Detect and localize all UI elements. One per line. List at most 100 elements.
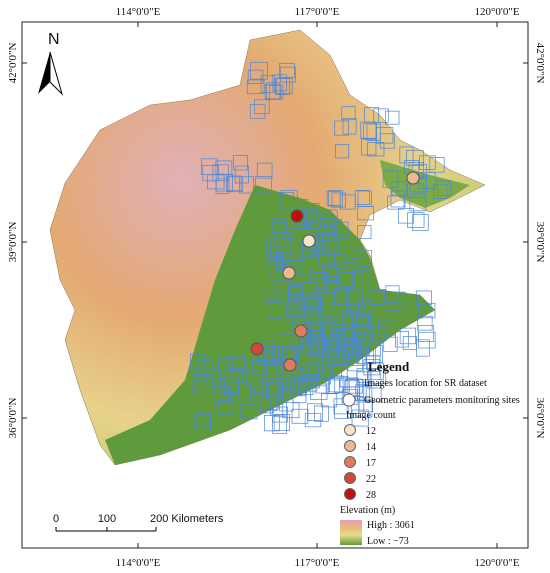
footprint [307, 322, 325, 338]
count-label: 28 [366, 490, 376, 501]
footprint [399, 327, 417, 345]
footprint [334, 120, 349, 136]
footprint [214, 386, 231, 402]
footprint [323, 218, 338, 233]
footprint [218, 358, 233, 375]
footprint [305, 203, 320, 221]
footprint [215, 178, 230, 194]
footprint [339, 194, 356, 210]
legend-item: Images location for SR dataset [364, 378, 487, 389]
footprint [194, 414, 212, 432]
lat-label: 42°0'0"N [534, 43, 546, 84]
footprint [418, 172, 436, 189]
lat-label: 36°0'0"N [7, 398, 19, 439]
legend: Legend Images location for SR dataset Ge… [339, 359, 520, 547]
footprint [247, 69, 264, 84]
lat-label: 39°0'0"N [7, 222, 19, 263]
footprint [357, 225, 372, 239]
footprint [348, 351, 366, 366]
footprint [351, 409, 369, 427]
footprint [234, 165, 249, 184]
footprint [372, 325, 387, 341]
count-swatch [344, 424, 356, 436]
footprint [197, 360, 213, 375]
footprint [292, 389, 307, 404]
footprint [387, 195, 405, 210]
footprint [291, 408, 309, 424]
sites [250, 171, 420, 372]
count-title: Image count [346, 410, 396, 421]
footprint [310, 385, 328, 400]
footprint [286, 378, 302, 394]
footprint [223, 376, 240, 393]
legend-title: Legend [368, 359, 410, 374]
north-arrow: N [38, 31, 64, 96]
footprint [325, 350, 342, 368]
footprint [231, 358, 247, 374]
arrow-right [49, 51, 64, 96]
footprint [318, 340, 334, 356]
footprint [268, 347, 287, 362]
footprint [261, 381, 280, 396]
footprint [278, 223, 294, 239]
footprint [302, 313, 320, 328]
site [282, 266, 296, 280]
site [294, 324, 308, 338]
footprint [256, 162, 273, 179]
footprint [259, 349, 275, 365]
footprint [395, 331, 410, 348]
footprint [385, 310, 400, 324]
site [250, 342, 264, 356]
footprint [253, 99, 270, 115]
scale-label: 0 [53, 513, 59, 525]
lat-label: 42°0'0"N [7, 43, 19, 84]
footprint [334, 221, 349, 239]
footprint [303, 295, 321, 309]
footprint [358, 300, 373, 317]
footprint [267, 258, 284, 274]
north-label: N [48, 31, 60, 48]
footprint [317, 292, 335, 308]
footprint [325, 377, 340, 394]
footprint [246, 79, 265, 95]
footprint [302, 364, 319, 382]
footprint [329, 308, 345, 326]
footprint [249, 104, 266, 119]
footprint [384, 110, 400, 125]
footprint [300, 293, 315, 308]
count-swatch [344, 472, 356, 484]
count-label: 12 [366, 426, 376, 437]
footprint [306, 403, 323, 421]
footprint [437, 180, 452, 196]
footprint [342, 346, 358, 364]
footprint [433, 184, 448, 199]
legend-swatch [342, 393, 356, 407]
footprint [383, 336, 398, 352]
footprint [274, 280, 292, 295]
footprint [232, 155, 248, 171]
footprint [409, 193, 427, 212]
lowland [105, 185, 435, 465]
footprint [257, 398, 275, 414]
footprint [378, 319, 396, 336]
footprint [334, 375, 349, 394]
footprint [373, 108, 389, 123]
lat-label: 36°0'0"N [534, 398, 546, 439]
footprint [212, 164, 230, 182]
footprint [429, 157, 445, 173]
footprint [274, 288, 291, 304]
footprint [322, 325, 338, 340]
footprint [250, 61, 268, 80]
site [302, 234, 316, 248]
footprint [390, 190, 406, 208]
footprint [399, 146, 414, 164]
count-swatch [344, 488, 356, 500]
footprint [268, 383, 283, 398]
footprint [246, 370, 263, 387]
footprint [397, 208, 415, 224]
lon-label: 120°0'0"E [474, 6, 519, 18]
count-swatch [344, 440, 356, 452]
footprint [276, 251, 292, 270]
legend-item: Geometric parameters monitoring sites [364, 395, 520, 406]
